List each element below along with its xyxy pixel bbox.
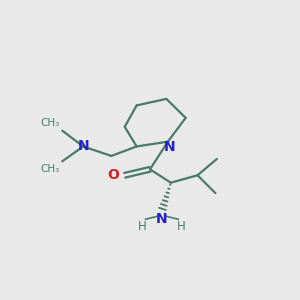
Text: O: O [107, 168, 119, 182]
Text: CH₃: CH₃ [41, 118, 60, 128]
Text: N: N [77, 139, 89, 153]
Text: N: N [164, 140, 175, 154]
Text: CH₃: CH₃ [41, 164, 60, 174]
Text: H: H [138, 220, 147, 233]
Text: H: H [177, 220, 186, 233]
Text: N: N [156, 212, 168, 226]
